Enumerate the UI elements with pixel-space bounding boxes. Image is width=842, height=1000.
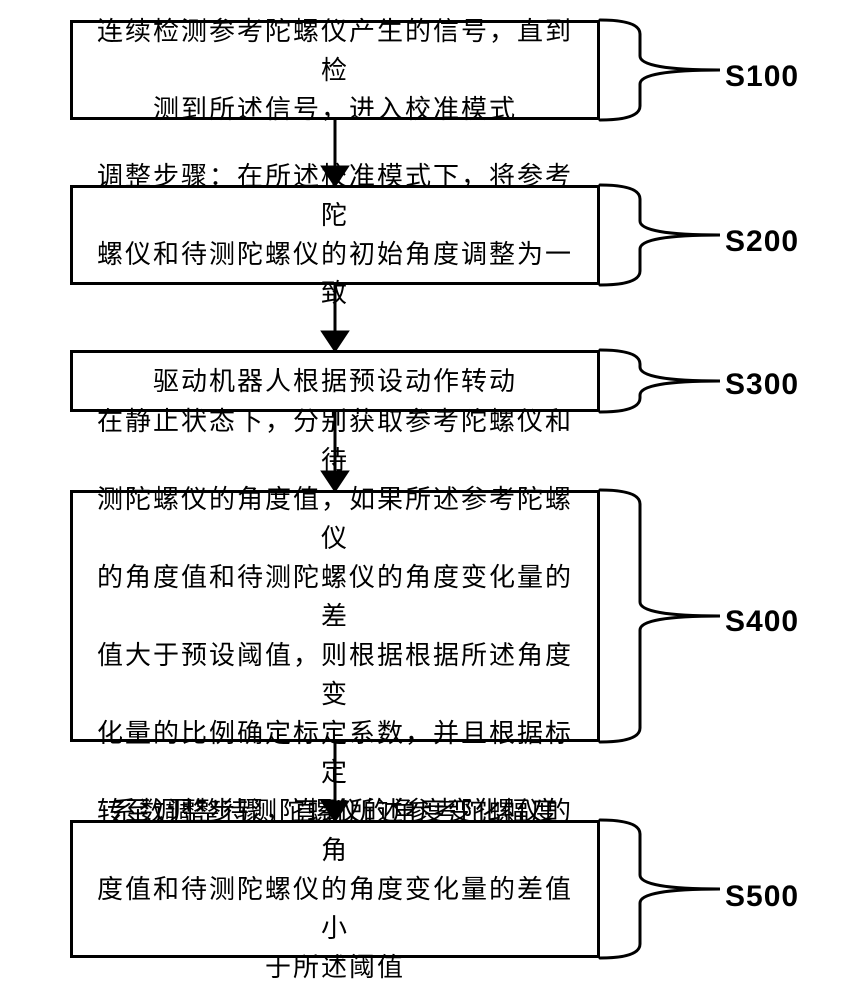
connector-overlay: [0, 0, 842, 1000]
flowchart-canvas: 连续检测参考陀螺仪产生的信号，直到检测到所述信号，进入校准模式 调整步骤：在所述…: [0, 0, 842, 1000]
